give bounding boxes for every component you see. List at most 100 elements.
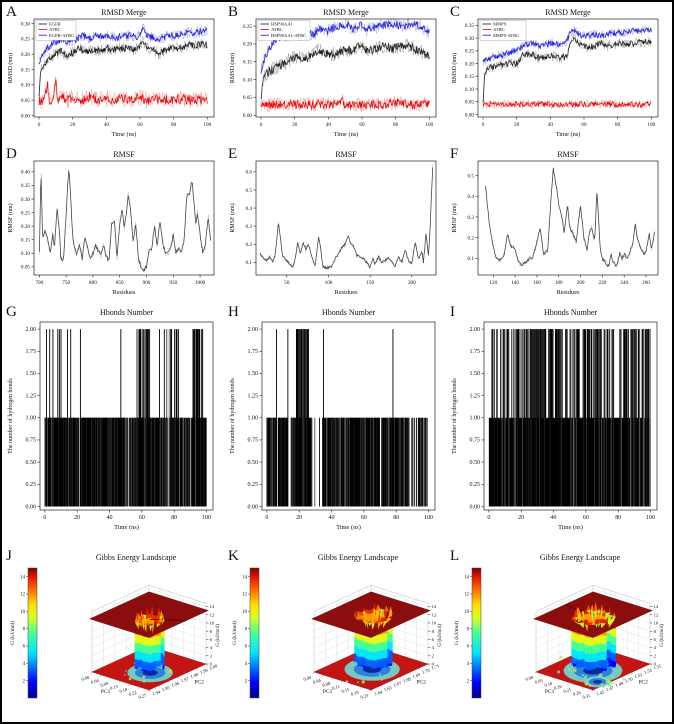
svg-text:14: 14 — [432, 604, 437, 609]
rmsf-egfr-chart: RMSF 700 750 800 850 900 950 1000 Residues 0.05 0.… — [7, 150, 215, 296]
svg-text:6: 6 — [210, 637, 213, 642]
panel-label-f: F — [450, 146, 459, 162]
svg-text:0.16: 0.16 — [553, 683, 563, 690]
svg-text:2.00: 2.00 — [209, 663, 219, 670]
panel-label-g: G — [6, 304, 17, 320]
svg-text:6: 6 — [23, 645, 26, 650]
svg-text:RMSF: RMSF — [113, 150, 135, 159]
panel-label-k: K — [228, 548, 239, 564]
svg-text:ATBC: ATBC — [49, 27, 61, 32]
panel-j-gibbs-egfr: J 2 4 6 8 10 12 14 G (kJ/mol) Gibbs Energy Lands… — [4, 548, 226, 718]
svg-text:0.15: 0.15 — [341, 686, 351, 693]
svg-text:PC2: PC2 — [416, 679, 426, 685]
svg-text:RMSF (nm): RMSF (nm) — [451, 203, 458, 232]
svg-text:0.04: 0.04 — [312, 677, 322, 684]
svg-text:0.22: 0.22 — [128, 690, 137, 697]
svg-text:0: 0 — [432, 662, 435, 667]
svg-text:G (kJ/mol): G (kJ/mol) — [436, 624, 443, 647]
svg-text:0.18: 0.18 — [119, 686, 129, 693]
panel-a-rmsd-egfr: A RMSD Merge 0 20 40 60 80 100 Time (ns) 0.00 0.0… — [4, 4, 226, 144]
svg-text:0: 0 — [654, 662, 657, 667]
svg-text:0.2: 0.2 — [246, 242, 253, 248]
svg-text:0: 0 — [38, 122, 41, 128]
svg-text:MMP9-ATBC: MMP9-ATBC — [493, 33, 519, 38]
svg-text:0.25: 0.25 — [470, 482, 481, 488]
svg-text:EGFR-ATBC: EGFR-ATBC — [49, 33, 74, 38]
svg-text:80: 80 — [393, 515, 399, 521]
svg-text:100: 100 — [424, 515, 433, 521]
svg-text:0.19: 0.19 — [350, 689, 360, 696]
svg-text:1.50: 1.50 — [26, 371, 37, 377]
svg-text:ATBC: ATBC — [271, 27, 283, 32]
svg-text:1.94: 1.94 — [152, 689, 162, 696]
svg-text:1.70: 1.70 — [421, 667, 431, 674]
svg-text:8: 8 — [654, 629, 657, 634]
svg-text:Gibbs Energy Landscape: Gibbs Energy Landscape — [96, 553, 177, 562]
svg-text:60: 60 — [583, 515, 589, 521]
svg-text:0.30: 0.30 — [465, 36, 474, 42]
svg-text:0.50: 0.50 — [470, 460, 481, 466]
svg-text:G (kJ/mol): G (kJ/mol) — [453, 621, 460, 645]
svg-text:HSP90AA1: HSP90AA1 — [271, 22, 294, 27]
svg-text:14: 14 — [464, 575, 469, 580]
gibbs-energy-mmp9-chart: 2 4 6 8 10 12 14 G (kJ/mol) Gibbs Energy Landsca… — [453, 553, 665, 700]
svg-text:60: 60 — [581, 122, 587, 128]
svg-text:2: 2 — [245, 679, 248, 684]
svg-text:12: 12 — [20, 593, 25, 598]
svg-text:0: 0 — [210, 662, 213, 667]
svg-text:100: 100 — [425, 122, 433, 128]
svg-text:0.30: 0.30 — [21, 197, 30, 203]
svg-text:PC1: PC1 — [545, 689, 555, 695]
svg-text:40: 40 — [326, 122, 332, 128]
panel-b-rmsd-hsp90aa1: B RMSD Merge 0 20 40 60 80 100 Time (ns) 0.00 0.0… — [226, 4, 448, 144]
svg-text:0.25: 0.25 — [465, 49, 474, 55]
svg-text:G (kJ/mol): G (kJ/mol) — [9, 621, 16, 645]
svg-text:1.96: 1.96 — [171, 680, 181, 687]
rmsd-mmp9-chart: RMSD Merge 0 20 40 60 80 100 Time (ns) 0.00 0.05 0… — [451, 8, 659, 138]
svg-text:1.67: 1.67 — [393, 680, 403, 687]
svg-text:0.6: 0.6 — [246, 170, 253, 176]
svg-text:100: 100 — [325, 280, 333, 286]
svg-text:40: 40 — [329, 515, 335, 521]
svg-text:0: 0 — [260, 122, 263, 128]
svg-text:1.65: 1.65 — [383, 685, 393, 692]
svg-text:0.00: 0.00 — [465, 112, 474, 118]
svg-text:0.11: 0.11 — [331, 684, 340, 691]
svg-text:2.00: 2.00 — [26, 327, 37, 333]
svg-text:0.00: 0.00 — [248, 504, 259, 510]
svg-text:0.09: 0.09 — [100, 680, 110, 687]
svg-text:0.25: 0.25 — [248, 482, 259, 488]
svg-text:40: 40 — [548, 122, 554, 128]
svg-text:1000: 1000 — [195, 280, 206, 286]
svg-text:0.10: 0.10 — [21, 251, 30, 257]
svg-text:0.35: 0.35 — [465, 23, 474, 29]
svg-text:0.5: 0.5 — [468, 173, 475, 179]
svg-text:60: 60 — [361, 515, 367, 521]
svg-text:12: 12 — [210, 612, 215, 617]
svg-text:The number of hydrogen bonds: The number of hydrogen bonds — [229, 378, 236, 454]
svg-text:0: 0 — [43, 515, 46, 521]
rmsf-hsp90aa1-chart: RMSF 50 100 150 200 Residues 0.1 0.2 0.3 0.4 0.5 0.… — [229, 150, 437, 296]
svg-text:0.27: 0.27 — [138, 692, 148, 699]
svg-text:4: 4 — [467, 662, 470, 667]
svg-text:8: 8 — [23, 627, 26, 632]
svg-text:Hbonds Number: Hbonds Number — [100, 308, 153, 317]
svg-text:100: 100 — [203, 122, 211, 128]
svg-text:4: 4 — [654, 645, 657, 650]
svg-text:80: 80 — [615, 122, 621, 128]
svg-text:60: 60 — [137, 122, 143, 128]
svg-text:RMSF: RMSF — [335, 150, 357, 159]
svg-text:0.15: 0.15 — [465, 74, 474, 80]
svg-text:0.00: 0.00 — [243, 113, 252, 119]
svg-text:20: 20 — [296, 515, 302, 521]
svg-text:1.55: 1.55 — [653, 663, 663, 670]
panel-l-gibbs-mmp9: L 2 4 6 8 10 12 14 G (kJ/mol) Gibbs Energy Lands… — [448, 548, 670, 718]
svg-text:0.35: 0.35 — [21, 183, 30, 189]
svg-text:PC1: PC1 — [323, 689, 333, 695]
svg-text:1.25: 1.25 — [26, 393, 37, 399]
svg-text:1.98: 1.98 — [190, 672, 200, 679]
svg-text:260: 260 — [642, 280, 650, 286]
svg-text:6: 6 — [245, 645, 248, 650]
svg-text:12: 12 — [432, 612, 437, 617]
